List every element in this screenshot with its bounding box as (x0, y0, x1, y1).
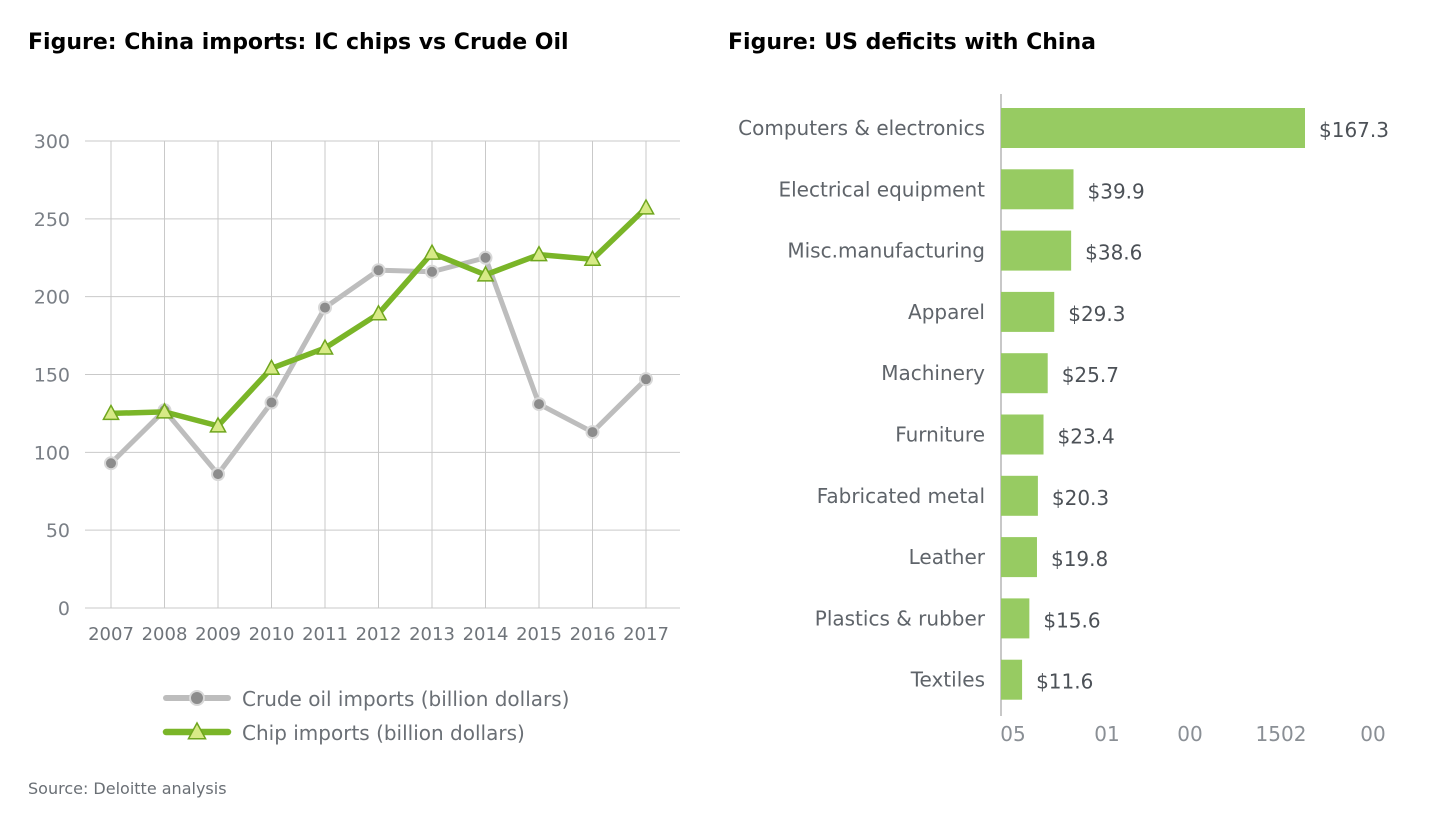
x-tick-label: 2017 (623, 624, 669, 645)
data-point-chips (262, 358, 281, 376)
data-point-chips (369, 304, 388, 321)
category-label: Plastics & rubber (815, 606, 986, 630)
bar-chart-deficits: Computers & electronics $167.3 Electrical … (738, 94, 1389, 746)
bar (1001, 108, 1305, 148)
data-point-chips (102, 403, 120, 421)
bar (1001, 414, 1044, 455)
data-point-chips (316, 338, 334, 355)
x-tick-label: 2012 (356, 624, 402, 645)
data-point-chips (209, 416, 227, 433)
chart-title-deficits: Figure: US deficits with China (728, 30, 1096, 55)
value-label: $29.3 (1068, 302, 1125, 326)
x-tick-label: 2013 (409, 624, 455, 645)
y-tick-label: 0 (58, 598, 70, 620)
x-tick-label: 2008 (142, 624, 188, 645)
x-tick-label: 00 (1360, 722, 1385, 746)
line-chart-imports: 0 50 100 150 200 250 300 2007 2008 2009 2010 2011 20… (34, 131, 680, 745)
category-label: Electrical equipment (778, 177, 985, 201)
data-point-crude-oil (318, 300, 332, 315)
legend-marker-triangle (187, 721, 207, 740)
data-point-chips (155, 402, 174, 419)
x-tick-label: 1502 (1256, 722, 1307, 746)
category-label: Apparel (908, 300, 985, 324)
y-tick-label: 300 (34, 131, 70, 153)
x-tick-label: 2014 (463, 624, 509, 645)
value-label: $15.6 (1043, 608, 1100, 632)
bar (1001, 475, 1038, 516)
y-tick-label: 200 (34, 287, 70, 309)
data-point-crude-oil (585, 425, 600, 440)
x-tick-label: 2011 (302, 624, 348, 645)
data-point-crude-oil (371, 263, 386, 278)
data-point-chips (423, 243, 441, 260)
bar (1001, 230, 1072, 271)
x-tick-label: 2009 (195, 624, 241, 645)
x-tick-label: 2015 (516, 624, 562, 645)
bar (1001, 169, 1074, 210)
value-label: $23.4 (1058, 425, 1115, 449)
value-label: $25.7 (1062, 363, 1119, 387)
data-point-crude-oil (425, 264, 439, 279)
data-point-chips (530, 245, 548, 262)
data-point-chips (637, 198, 655, 215)
data-point-crude-oil (532, 397, 546, 412)
chart-title-imports: Figure: China imports: IC chips vs Crude… (28, 30, 569, 55)
category-label: Computers & electronics (738, 116, 985, 140)
bar (1001, 659, 1023, 700)
bar (1001, 353, 1048, 394)
x-tick-label: 2016 (570, 624, 616, 645)
y-tick-label: 50 (46, 520, 70, 542)
category-label: Furniture (895, 423, 985, 447)
bar (1001, 537, 1037, 578)
value-label: $20.3 (1052, 486, 1109, 510)
source-note: Source: Deloitte analysis (28, 779, 227, 798)
legend-marker-circle (189, 690, 205, 706)
x-tick-label: 01 (1094, 722, 1119, 746)
x-tick-label: 2010 (249, 624, 295, 645)
x-tick-label: 05 (1000, 722, 1025, 746)
category-label: Leather (909, 545, 986, 569)
data-point-crude-oil (639, 372, 653, 387)
value-label: $38.6 (1085, 241, 1142, 265)
category-label: Fabricated metal (817, 484, 985, 508)
bar (1001, 291, 1055, 332)
y-tick-label: 150 (34, 365, 70, 387)
value-label: $39.9 (1088, 179, 1145, 203)
y-tick-label: 100 (34, 442, 70, 464)
data-point-crude-oil (478, 250, 493, 265)
category-label: Textiles (910, 668, 985, 692)
data-point-crude-oil (104, 456, 118, 471)
legend-label: Chip imports (billion dollars) (242, 721, 525, 745)
category-label: Misc.manufacturing (787, 239, 985, 263)
data-point-chips (583, 249, 602, 267)
bar (1001, 598, 1030, 639)
y-tick-label: 250 (34, 209, 70, 231)
value-label: $11.6 (1036, 670, 1093, 694)
x-tick-label: 2007 (88, 624, 134, 645)
legend-label: Crude oil imports (billion dollars) (242, 687, 569, 711)
data-point-crude-oil (264, 395, 279, 410)
x-tick-label: 00 (1177, 722, 1202, 746)
value-label: $19.8 (1051, 547, 1108, 571)
data-point-crude-oil (211, 467, 225, 482)
category-label: Machinery (881, 361, 985, 385)
data-point-chips (476, 265, 495, 282)
value-label: $167.3 (1319, 118, 1389, 142)
